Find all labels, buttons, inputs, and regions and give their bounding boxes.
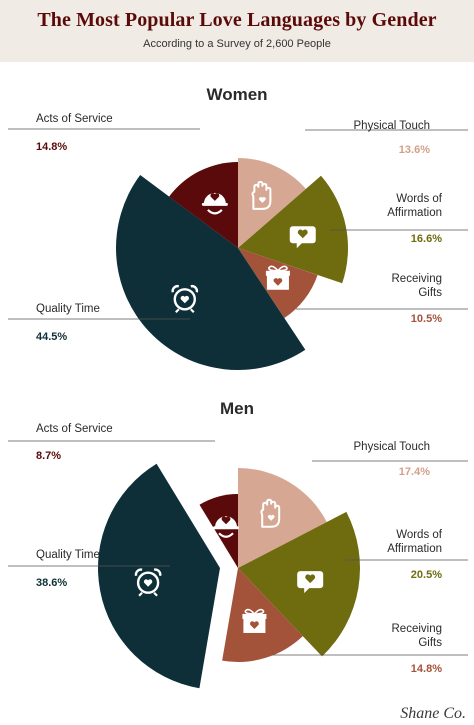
- label-men-quality-time: Quality Time: [36, 549, 100, 561]
- helping-hand-icon: [201, 192, 228, 215]
- pct-men-physical-touch: 17.4%: [399, 466, 430, 478]
- alarm-clock-icon: [134, 568, 162, 597]
- slice-men-quality-time: [97, 463, 220, 689]
- gift-icon: [265, 265, 290, 290]
- label-women-physical-touch: Physical Touch: [354, 120, 431, 132]
- label-men-acts-of-service: Acts of Service: [36, 423, 113, 435]
- slice-men-acts-of-service: [199, 493, 238, 568]
- pct-women-acts-of-service: 14.8%: [36, 141, 67, 153]
- hand-heart-icon: [251, 180, 272, 210]
- label-women-words-of-affirmation: Affirmation: [387, 207, 442, 219]
- label-women-receiving-gifts: Receiving: [392, 273, 443, 285]
- pct-women-quality-time: 44.5%: [36, 331, 67, 343]
- label-men-words-of-affirmation: Affirmation: [387, 543, 442, 555]
- pct-men-receiving-gifts: 14.8%: [411, 663, 442, 675]
- label-men-receiving-gifts: Gifts: [418, 637, 442, 649]
- slice-men-physical-touch: [238, 468, 327, 568]
- slice-women-quality-time: [116, 175, 306, 370]
- hand-heart-icon: [260, 498, 281, 528]
- label-women-acts-of-service: Acts of Service: [36, 113, 113, 125]
- pie-title-men: Men: [220, 399, 254, 418]
- label-men-physical-touch: Physical Touch: [354, 441, 431, 453]
- pct-men-quality-time: 38.6%: [36, 577, 67, 589]
- label-women-receiving-gifts: Gifts: [418, 287, 442, 299]
- page-subtitle: According to a Survey of 2,600 People: [143, 38, 331, 50]
- pct-women-receiving-gifts: 10.5%: [411, 313, 442, 325]
- love-languages-chart: Women Physical Touch 13.6% Words of Affirmat…: [8, 85, 468, 689]
- alarm-clock-icon: [171, 284, 199, 314]
- gift-icon: [242, 608, 267, 633]
- label-women-words-of-affirmation: Words of: [396, 193, 443, 205]
- helping-hand-icon: [213, 516, 240, 538]
- pct-women-words-of-affirmation: 16.6%: [411, 233, 442, 245]
- slice-women-physical-touch: [238, 158, 306, 248]
- pie-men: Men Physical Touch 17.4% Words of Affirmatio…: [8, 399, 468, 689]
- speech-heart-icon: [297, 571, 324, 594]
- pie-women: Women Physical Touch 13.6% Words of Affirmat…: [8, 85, 468, 370]
- shane-co-logo: Shane Co.: [400, 705, 466, 722]
- header-band: The Most Popular Love Languages by Gende…: [0, 0, 474, 62]
- pct-men-words-of-affirmation: 20.5%: [411, 569, 442, 581]
- label-men-receiving-gifts: Receiving: [392, 623, 443, 635]
- pie-title-women: Women: [206, 85, 267, 104]
- label-men-words-of-affirmation: Words of: [396, 529, 443, 541]
- pct-men-acts-of-service: 8.7%: [36, 450, 61, 462]
- label-women-quality-time: Quality Time: [36, 303, 100, 315]
- page-title: The Most Popular Love Languages by Gende…: [37, 9, 437, 31]
- speech-heart-icon: [289, 226, 316, 249]
- pct-women-physical-touch: 13.6%: [399, 144, 430, 156]
